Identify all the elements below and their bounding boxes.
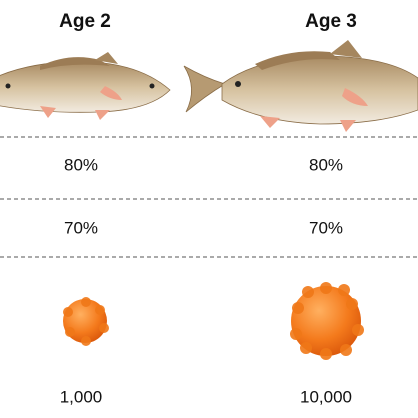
column-title: Age 2	[59, 11, 111, 32]
fish-illustration	[183, 40, 418, 132]
egg-cluster	[290, 282, 364, 360]
value-text: 70%	[64, 218, 98, 237]
egg-cluster	[63, 297, 109, 346]
value-text: 80%	[64, 155, 98, 174]
value-text: 70%	[309, 218, 343, 237]
egg-count: 10,000	[300, 387, 352, 406]
value-text: 80%	[309, 155, 343, 174]
fish-illustration	[0, 52, 171, 120]
column-title: Age 3	[305, 11, 357, 32]
egg-count: 1,000	[60, 387, 103, 406]
